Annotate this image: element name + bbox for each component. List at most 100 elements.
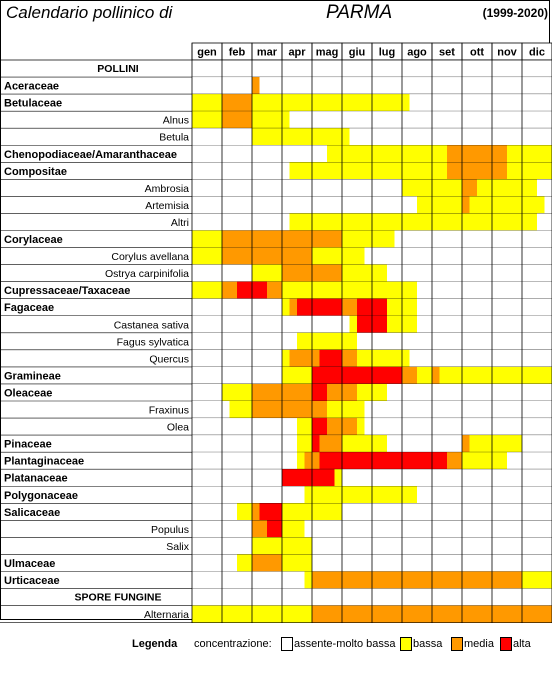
pollen-cell [462, 418, 470, 436]
pollen-cell [199, 452, 207, 470]
pollen-cell [409, 452, 417, 470]
pollen-cell [394, 128, 402, 146]
pollen-cell [447, 128, 455, 146]
pollen-cell [439, 435, 447, 453]
pollen-cell [342, 366, 350, 384]
pollen-cell [379, 366, 387, 384]
pollen-cell [537, 94, 545, 112]
pollen-cell [372, 77, 380, 95]
pollen-cell [507, 332, 515, 350]
pollen-cell [484, 298, 492, 316]
pollen-cell [454, 179, 462, 197]
pollen-cell [432, 349, 440, 367]
pollen-cell [222, 349, 230, 367]
pollen-cell [327, 469, 335, 487]
species-label: Artemisia [145, 200, 189, 212]
pollen-cell [439, 452, 447, 470]
pollen-cell [544, 128, 552, 146]
pollen-cell [259, 554, 267, 572]
pollen-cell [259, 571, 267, 589]
pollen-cell [327, 418, 335, 436]
pollen-cell [394, 383, 402, 401]
pollen-cell [402, 605, 410, 623]
blank-cell [342, 60, 350, 78]
pollen-cell [514, 503, 522, 521]
pollen-cell [432, 537, 440, 555]
pollen-cell [297, 94, 305, 112]
legend-label: concentrazione: [194, 638, 272, 650]
pollen-cell [244, 247, 252, 265]
pollen-cell [507, 145, 515, 163]
pollen-cell [544, 571, 552, 589]
pollen-cell [304, 605, 312, 623]
pollen-cell [357, 401, 365, 419]
pollen-cell [529, 230, 537, 248]
pollen-cell [529, 145, 537, 163]
pollen-cell [432, 469, 440, 487]
pollen-cell [387, 179, 395, 197]
month-label: apr [288, 47, 306, 59]
pollen-cell [304, 94, 312, 112]
pollen-cell [492, 418, 500, 436]
pollen-cell [529, 196, 537, 214]
pollen-cell [274, 486, 282, 504]
pollen-cell [499, 452, 507, 470]
pollen-cell [297, 213, 305, 231]
pollen-cell [192, 213, 200, 231]
pollen-cell [439, 418, 447, 436]
family-label: Pinaceae [4, 439, 52, 451]
pollen-cell [462, 315, 470, 333]
pollen-cell [349, 196, 357, 214]
pollen-cell [544, 94, 552, 112]
pollen-cell [207, 418, 215, 436]
pollen-cell [477, 213, 485, 231]
pollen-cell [417, 94, 425, 112]
pollen-cell [289, 264, 297, 282]
pollen-cell [499, 145, 507, 163]
pollen-cell [402, 111, 410, 129]
pollen-cell [334, 469, 342, 487]
pollen-cell [319, 162, 327, 180]
pollen-cell [364, 366, 372, 384]
pollen-cell [244, 503, 252, 521]
pollen-cell [424, 145, 432, 163]
pollen-cell [229, 486, 237, 504]
pollen-cell [297, 383, 305, 401]
pollen-cell [454, 213, 462, 231]
pollen-cell [372, 401, 380, 419]
pollen-cell [274, 418, 282, 436]
pollen-cell [282, 383, 290, 401]
pollen-cell [417, 128, 425, 146]
pollen-cell [357, 520, 365, 538]
pollen-cell [544, 366, 552, 384]
pollen-cell [237, 383, 245, 401]
pollen-cell [259, 145, 267, 163]
pollen-cell [544, 469, 552, 487]
pollen-cell [274, 213, 282, 231]
pollen-cell [447, 332, 455, 350]
pollen-cell [357, 264, 365, 282]
pollen-cell [462, 469, 470, 487]
pollen-cell [364, 605, 372, 623]
pollen-cell [507, 452, 515, 470]
pollen-cell [379, 383, 387, 401]
pollen-cell [379, 315, 387, 333]
blank-cell [379, 588, 387, 606]
pollen-cell [252, 162, 260, 180]
pollen-cell [432, 435, 440, 453]
pollen-cell [499, 401, 507, 419]
pollen-cell [462, 264, 470, 282]
pollen-cell [267, 77, 275, 95]
pollen-cell [244, 366, 252, 384]
pollen-cell [364, 77, 372, 95]
pollen-cell [514, 77, 522, 95]
blank-cell [462, 60, 470, 78]
pollen-cell [349, 435, 357, 453]
pollen-cell [417, 247, 425, 265]
pollen-cell [522, 435, 530, 453]
pollen-cell [259, 435, 267, 453]
pollen-cell [214, 452, 222, 470]
pollen-cell [462, 281, 470, 299]
pollen-cell [417, 537, 425, 555]
pollen-cell [342, 383, 350, 401]
